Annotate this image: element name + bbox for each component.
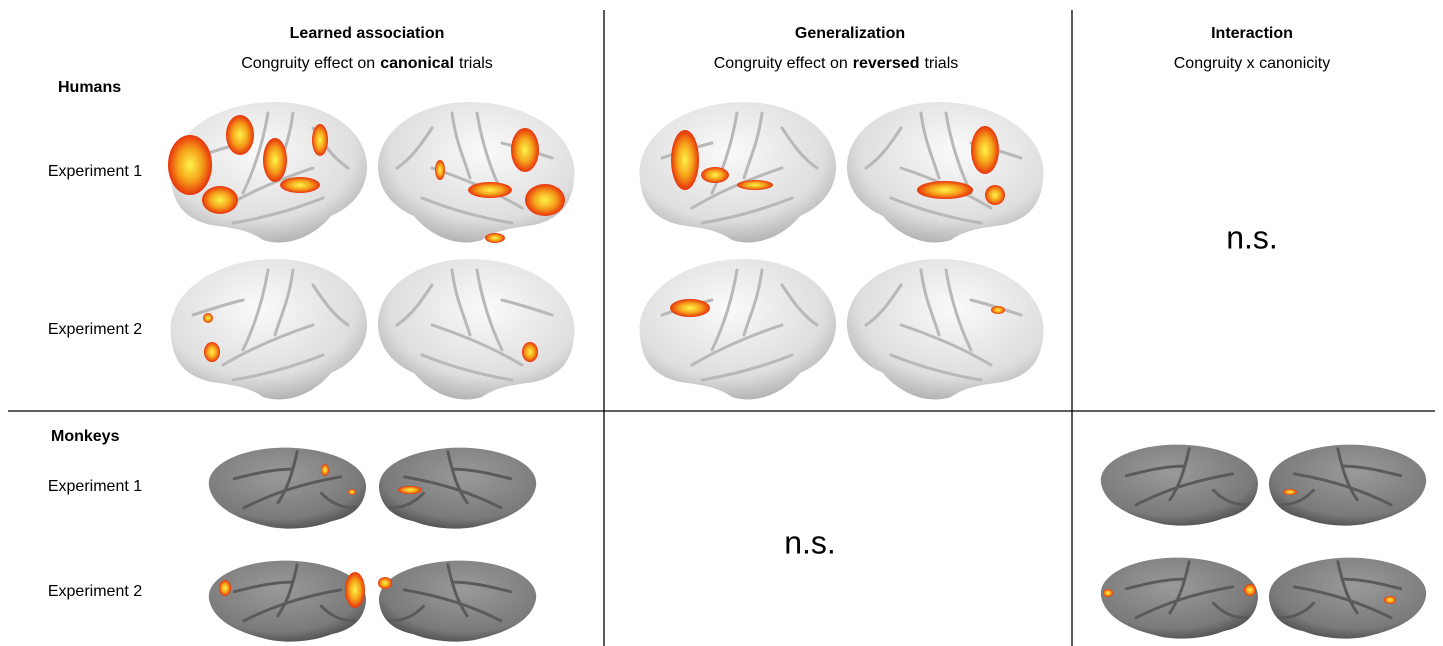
brain: [637, 257, 838, 402]
column-subtitle: Congruity x canonicity: [1174, 55, 1331, 72]
column-title: Learned association: [290, 25, 445, 42]
brain: [637, 100, 838, 245]
brain: [376, 100, 577, 245]
brain: [376, 257, 577, 402]
subtitle-part: Congruity effect on: [241, 55, 375, 72]
human-brains: [168, 100, 1046, 402]
subtitle-part: trials: [459, 55, 493, 72]
brain: [1267, 556, 1428, 641]
subtitle-emphasis: canonical: [380, 55, 454, 72]
column-title: Generalization: [795, 25, 905, 42]
subtitle-part: Congruity effect on: [714, 55, 848, 72]
not-significant: n.s.: [1226, 219, 1278, 255]
activations: [168, 115, 1396, 608]
brain: [1267, 443, 1428, 528]
brain: [845, 100, 1046, 245]
experiment-label: Experiment 2: [48, 583, 142, 600]
group-label: Monkeys: [51, 428, 120, 445]
not-significant: n.s.: [784, 524, 836, 560]
brain: [1099, 443, 1260, 528]
brain: [1099, 556, 1260, 641]
experiment-label: Experiment 1: [48, 163, 142, 180]
group-label: Humans: [58, 79, 121, 96]
experiment-label: Experiment 2: [48, 321, 142, 338]
subtitle-emphasis: reversed: [853, 55, 920, 72]
experiment-label: Experiment 1: [48, 478, 142, 495]
brain: [207, 559, 368, 644]
column-subtitle: Congruity effect on canonical trials: [241, 55, 493, 72]
brain: [207, 446, 368, 531]
column-subtitle: Congruity effect on reversed trials: [714, 55, 959, 72]
column-title: Interaction: [1211, 25, 1293, 42]
brain: [845, 257, 1046, 402]
brain: [377, 559, 538, 644]
brain: [168, 257, 369, 402]
subtitle-part: trials: [924, 55, 958, 72]
